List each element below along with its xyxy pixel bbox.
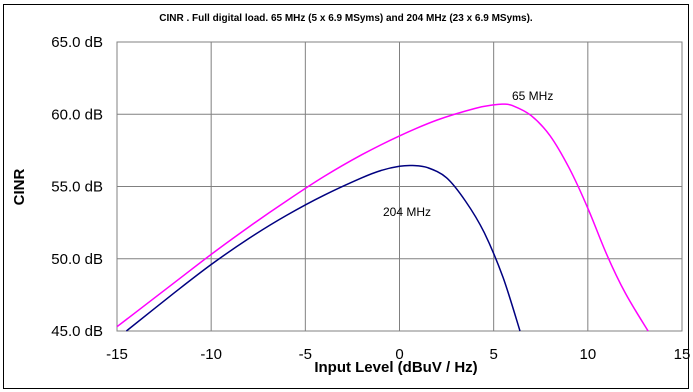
y-tick-label: 55.0 dB [51, 179, 103, 196]
series-label-65mhz: 65 MHz [512, 89, 553, 103]
grid-lines [116, 41, 683, 332]
x-tick-label: 15 [674, 346, 691, 363]
y-tick-label: 45.0 dB [51, 323, 103, 340]
x-axis-ticks: -15 -10 -5 0 5 10 15 [106, 346, 690, 363]
x-axis-title: Input Level (dBuV / Hz) [314, 359, 477, 376]
series-label-204mhz: 204 MHz [383, 205, 431, 219]
x-tick-label: -15 [106, 346, 128, 363]
y-tick-label: 65.0 dB [51, 34, 103, 51]
x-tick-label: 10 [579, 346, 596, 363]
x-tick-label: 0 [395, 346, 403, 363]
x-tick-label: -5 [299, 346, 312, 363]
series-line-204mhz [125, 164, 521, 332]
x-tick-label: -10 [200, 346, 222, 363]
y-axis-title: CINR [11, 169, 28, 206]
series-line-65mhz [116, 103, 649, 332]
y-tick-label: 60.0 dB [51, 106, 103, 123]
y-axis-ticks: 45.0 dB 50.0 dB 55.0 dB 60.0 dB 65.0 dB [51, 34, 103, 340]
y-tick-label: 50.0 dB [51, 251, 103, 268]
x-tick-label: 5 [489, 346, 497, 363]
chart-title: CINR . Full digital load. 65 MHz (5 x 6.… [159, 13, 533, 24]
series-lines [116, 103, 649, 332]
